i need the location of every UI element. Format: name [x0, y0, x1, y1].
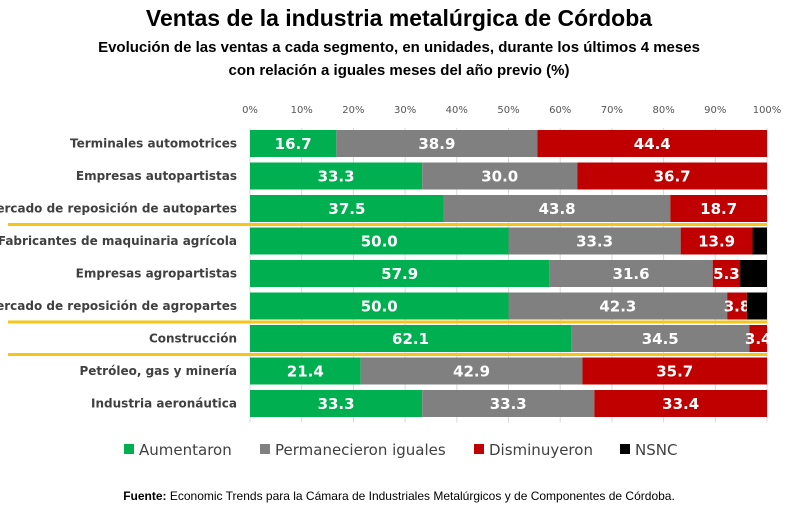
bar-segment-permanecieron-iguales	[422, 162, 578, 190]
category-label: Empresas autopartistas	[76, 169, 237, 183]
bar-segment-permanecieron-iguales	[549, 260, 713, 287]
bar-segment-disminuyeron	[594, 390, 767, 417]
bar-segment-aumentaron	[250, 260, 550, 287]
bar-segment-nsnc	[740, 260, 767, 287]
data-label: 33.3	[576, 233, 613, 251]
footer-label: Fuente:	[123, 489, 166, 503]
data-label: 31.6	[613, 265, 650, 283]
data-label: 30.0	[481, 168, 518, 186]
bar-segment-disminuyeron	[712, 260, 741, 287]
category-label: Mercado de reposición de agropartes	[0, 299, 237, 313]
legend-swatch	[124, 444, 134, 454]
bar-segment-aumentaron	[250, 130, 337, 157]
x-tick-label: 0%	[242, 105, 258, 116]
category-label: Petróleo, gas y minería	[80, 364, 238, 378]
legend-swatch	[474, 444, 484, 454]
data-label: 35.7	[656, 363, 693, 381]
legend-label: Aumentaron	[139, 441, 232, 459]
chart-subtitle-line-2: con relación a iguales meses del año pre…	[229, 62, 570, 79]
x-tick-label: 70%	[601, 105, 623, 116]
x-tick-label: 30%	[394, 105, 416, 116]
legend-swatch	[260, 444, 270, 454]
category-label: Mercado de reposición de autopartes	[0, 202, 237, 216]
data-label: 3.8	[724, 298, 751, 316]
category-label: Fabricantes de maquinaria agrícola	[0, 234, 237, 248]
bar-segment-permanecieron-iguales	[571, 325, 750, 352]
data-label: 44.4	[634, 135, 671, 153]
data-label: 33.3	[490, 395, 527, 413]
data-label: 13.9	[698, 233, 735, 251]
chart-subtitle-line-1: Evolución de las ventas a cada segmento,…	[98, 39, 700, 56]
data-label: 33.3	[318, 168, 355, 186]
bar-segment-aumentaron	[250, 390, 423, 417]
legend-label: Disminuyeron	[489, 441, 593, 459]
bar-segment-nsnc	[752, 227, 767, 255]
data-label: 42.9	[453, 363, 490, 381]
footer-text: Economic Trends para la Cámara de Indust…	[167, 489, 675, 503]
x-tick-label: 40%	[446, 105, 468, 116]
data-label: 42.3	[599, 298, 636, 316]
data-label: 50.0	[361, 233, 398, 251]
bar-segment-disminuyeron	[582, 357, 767, 385]
data-label: 37.5	[328, 200, 365, 218]
bar-segment-permanecieron-iguales	[443, 195, 671, 222]
bar-segment-aumentaron	[250, 162, 423, 190]
data-label: 57.9	[381, 265, 418, 283]
bar-segment-aumentaron	[250, 227, 509, 255]
bar-segment-disminuyeron	[680, 227, 753, 255]
data-label: 62.1	[392, 330, 429, 348]
chart-title: Ventas de la industria metalúrgica de Có…	[146, 5, 652, 31]
bar-segment-permanecieron-iguales	[508, 292, 728, 320]
bar-segment-disminuyeron	[670, 195, 767, 222]
bar-segment-permanecieron-iguales	[336, 130, 538, 157]
category-label: Industria aeronáutica	[91, 397, 237, 411]
data-label: 50.0	[361, 298, 398, 316]
x-tick-label: 100%	[753, 105, 782, 116]
category-label: Terminales automotrices	[70, 137, 237, 151]
bar-segment-aumentaron	[250, 292, 509, 320]
data-label: 33.4	[662, 395, 699, 413]
legend-label: NSNC	[635, 441, 677, 459]
legend-label: Permanecieron iguales	[275, 441, 446, 459]
x-tick-label: 60%	[549, 105, 571, 116]
bar-segment-permanecieron-iguales	[360, 357, 583, 385]
category-label: Construcción	[149, 332, 237, 346]
data-label: 34.5	[642, 330, 679, 348]
bar-segment-nsnc	[746, 292, 767, 320]
bar-segment-permanecieron-iguales	[508, 227, 681, 255]
bar-segment-disminuyeron	[537, 130, 767, 157]
category-label: Empresas agropartistas	[76, 267, 237, 281]
data-label: 16.7	[275, 135, 312, 153]
data-label: 43.8	[539, 200, 576, 218]
bar-segment-permanecieron-iguales	[422, 390, 595, 417]
x-tick-label: 50%	[497, 105, 519, 116]
bar-segment-disminuyeron	[749, 325, 767, 352]
data-label: 33.3	[318, 395, 355, 413]
bar-segment-disminuyeron	[727, 292, 747, 320]
x-tick-label: 80%	[652, 105, 674, 116]
bar-segment-disminuyeron	[577, 162, 767, 190]
data-label: 3.4	[745, 330, 772, 348]
x-tick-label: 10%	[291, 105, 313, 116]
bar-segment-aumentaron	[250, 195, 444, 222]
data-label: 36.7	[654, 168, 691, 186]
x-tick-label: 90%	[704, 105, 726, 116]
data-label: 5.3	[713, 265, 740, 283]
data-label: 38.9	[418, 135, 455, 153]
data-label: 18.7	[700, 200, 737, 218]
legend-swatch	[620, 444, 630, 454]
x-tick-label: 20%	[342, 105, 364, 116]
bar-segment-aumentaron	[250, 357, 361, 385]
footer-source: Fuente: Economic Trends para la Cámara d…	[123, 489, 675, 503]
data-label: 21.4	[287, 363, 324, 381]
bar-segment-aumentaron	[250, 325, 572, 352]
